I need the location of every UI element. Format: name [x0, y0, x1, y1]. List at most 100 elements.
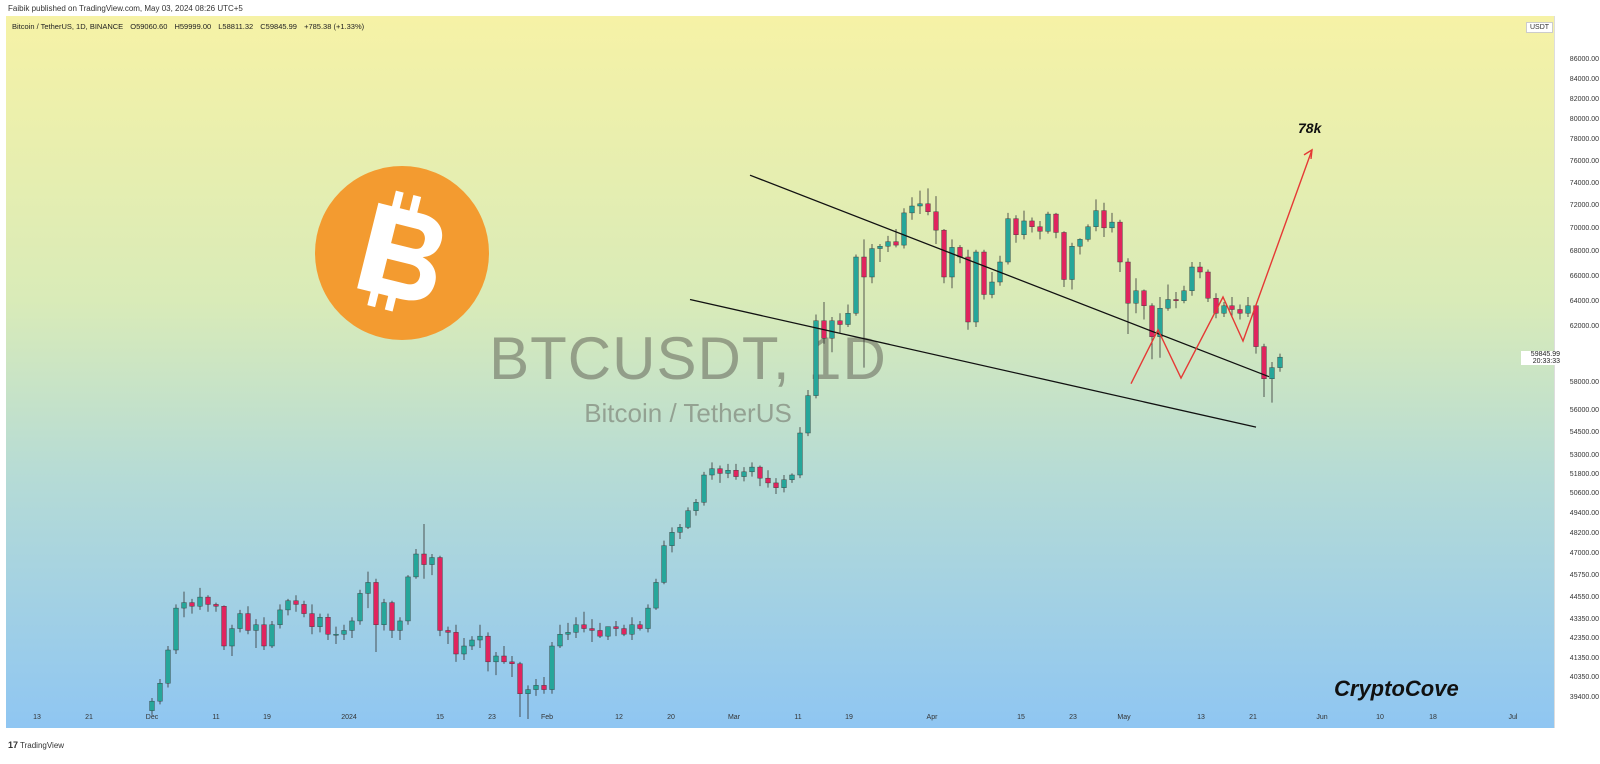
- ohlc-change: +785.38 (+1.33%): [304, 22, 365, 31]
- y-tick-label: 41350.00: [1569, 655, 1599, 662]
- candle: [901, 208, 907, 249]
- candle: [333, 626, 339, 644]
- candle: [1021, 210, 1027, 240]
- candle: [341, 624, 347, 640]
- candle: [741, 467, 747, 482]
- candle: [229, 624, 235, 656]
- candle-body: [989, 281, 995, 295]
- x-tick-label: 21: [85, 714, 93, 721]
- x-tick-label: 23: [1069, 714, 1077, 721]
- candle-body: [365, 582, 371, 594]
- candle-body: [245, 613, 251, 631]
- y-tick-label: 58000.00: [1569, 379, 1599, 386]
- candle: [773, 478, 779, 494]
- candle-body: [1133, 290, 1139, 304]
- candles-layer: [149, 188, 1283, 720]
- candle: [757, 465, 763, 487]
- candle: [445, 626, 451, 644]
- candle-body: [173, 607, 179, 651]
- candle-body: [325, 617, 331, 635]
- candle: [509, 656, 515, 678]
- bitcoin-icon: [357, 190, 443, 312]
- candle-body: [573, 624, 579, 633]
- candle-body: [197, 596, 203, 607]
- candle-body: [1061, 232, 1067, 280]
- currency-label[interactable]: USDT: [1526, 22, 1554, 33]
- candle-body: [1205, 271, 1211, 299]
- candle-body: [973, 251, 979, 323]
- candle: [381, 598, 387, 631]
- candle: [485, 632, 491, 672]
- candle: [829, 317, 835, 353]
- tradingview-logo[interactable]: 17 TradingView: [8, 740, 64, 750]
- symbol-info: Bitcoin / TetherUS, 1D, BINANCE O59060.6…: [12, 22, 369, 31]
- candle: [469, 636, 475, 650]
- candle: [1181, 285, 1187, 304]
- candle-body: [565, 632, 571, 635]
- candle-body: [1149, 305, 1155, 337]
- candle-body: [445, 630, 451, 633]
- candle-body: [1093, 210, 1099, 227]
- candle: [389, 600, 395, 639]
- candle-body: [501, 655, 507, 663]
- candle: [973, 249, 979, 327]
- candle: [1261, 343, 1267, 397]
- candle: [301, 600, 307, 618]
- candle-body: [981, 251, 987, 295]
- x-tick-label: Mar: [727, 714, 741, 721]
- candle: [621, 624, 627, 637]
- candle-body: [701, 474, 707, 503]
- candle-body: [1117, 221, 1123, 263]
- candle: [853, 254, 859, 316]
- candle-body: [781, 479, 787, 488]
- candle: [181, 591, 187, 618]
- candle-body: [677, 527, 683, 533]
- y-tick-label: 62000.00: [1569, 323, 1599, 330]
- candle-body: [621, 628, 627, 635]
- candle-body: [381, 602, 387, 625]
- y-tick-label: 39400.00: [1569, 694, 1599, 701]
- candle: [317, 613, 323, 633]
- price-axis[interactable]: 86000.00 84000.00 82000.00 80000.00 78000.00…: [1554, 16, 1600, 728]
- candle: [677, 524, 683, 539]
- candle: [205, 595, 211, 612]
- candle-body: [1101, 210, 1107, 229]
- candle: [197, 587, 203, 610]
- candle: [589, 619, 595, 642]
- candle: [565, 622, 571, 640]
- candle: [1101, 202, 1107, 238]
- candle: [549, 642, 555, 694]
- candle: [1253, 304, 1259, 354]
- candle-body: [357, 593, 363, 622]
- x-tick-label: 11: [212, 714, 220, 721]
- x-tick-label: Apr: [926, 714, 938, 721]
- chart-area[interactable]: Bitcoin / TetherUS, 1D, BINANCE O59060.6…: [6, 16, 1554, 728]
- candle: [429, 554, 435, 576]
- candle-body: [669, 532, 675, 546]
- candle: [1117, 219, 1123, 272]
- candle: [717, 465, 723, 483]
- candle: [989, 272, 995, 299]
- y-tick-label: 68000.00: [1569, 248, 1599, 255]
- candle: [1037, 220, 1043, 240]
- candle-body: [1237, 309, 1243, 314]
- candle-body: [749, 466, 755, 473]
- candle: [997, 255, 1003, 286]
- x-tick-label: 20: [667, 714, 675, 721]
- candle: [357, 589, 363, 625]
- x-tick-label: 15: [1017, 714, 1025, 721]
- y-tick-label: 72000.00: [1569, 202, 1599, 209]
- symbol-name[interactable]: Bitcoin / TetherUS, 1D, BINANCE: [12, 22, 124, 31]
- candle-body: [557, 634, 563, 647]
- candle-body: [1069, 246, 1075, 280]
- y-tick-label: 84000.00: [1569, 76, 1599, 83]
- candle-body: [765, 477, 771, 484]
- candle-body: [925, 203, 931, 212]
- candle: [1229, 297, 1235, 316]
- candle: [245, 606, 251, 635]
- candle-body: [1109, 221, 1115, 229]
- candle: [917, 190, 923, 215]
- current-price-countdown: 20:33:33: [1521, 358, 1561, 366]
- chart-canvas[interactable]: 78k: [6, 16, 1554, 728]
- candle-body: [917, 203, 923, 207]
